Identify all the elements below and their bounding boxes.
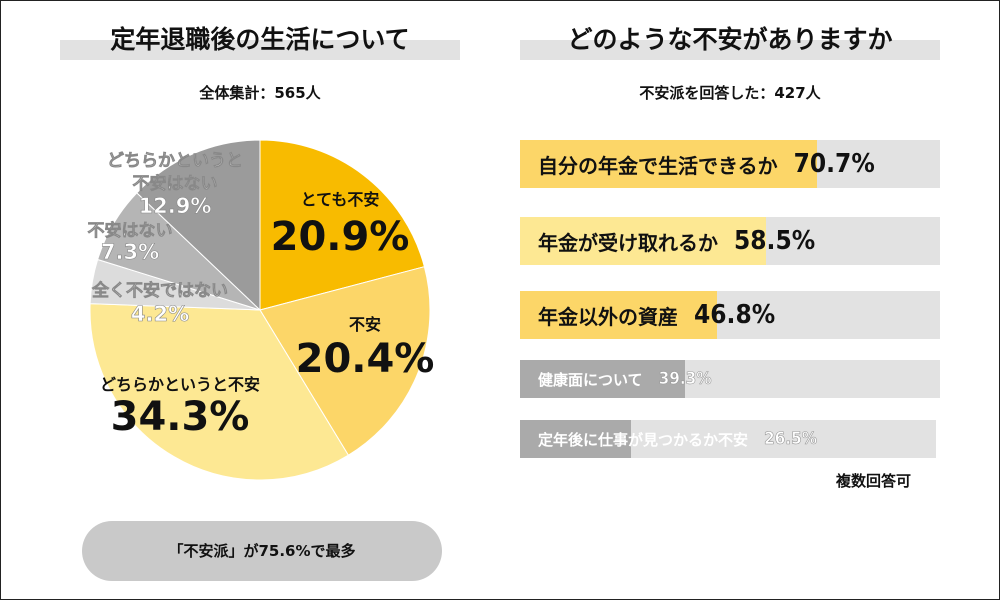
- bar-category: 年金以外の資産: [538, 304, 678, 329]
- pie-slice: [136, 139, 261, 312]
- pie-label: 不安はない: [88, 220, 173, 241]
- bar-fill: [520, 217, 766, 265]
- bar-value: 58.5%: [734, 226, 816, 256]
- bar-fill: [520, 140, 817, 188]
- multiple-answers-note: 複数回答可: [836, 472, 912, 490]
- bar-category: 年金が受け取れるか: [538, 230, 718, 255]
- bar-track: 定年後に仕事が見つかるか不安 26.5%: [520, 420, 936, 458]
- pie-value-label: 4.2%: [131, 302, 189, 326]
- bar-fill: [520, 360, 686, 398]
- bar-category: 定年後に仕事が見つかるか不安: [538, 430, 749, 449]
- bar-category: 健康面について: [538, 370, 643, 389]
- bar-track: 自分の年金で生活できるか 70.7%: [520, 140, 940, 188]
- right-title: どのような不安がありますか: [520, 22, 940, 62]
- pie-value-label: 20.4%: [296, 336, 435, 382]
- pie-slice: [259, 266, 431, 456]
- bar-label: 年金が受け取れるか 58.5%: [538, 217, 815, 265]
- pie-value-label: 7.3%: [101, 240, 159, 264]
- pie-slice: [89, 303, 350, 481]
- pie-slice: [259, 139, 426, 311]
- bar-label: 自分の年金で生活できるか 70.7%: [538, 140, 875, 188]
- bar-track: 年金が受け取れるか 58.5%: [520, 217, 940, 265]
- bar-track: 年金以外の資産 46.8%: [520, 291, 940, 339]
- pie-value-label: 20.9%: [271, 214, 410, 260]
- bar-label: 定年後に仕事が見つかるか不安 26.5%: [538, 420, 817, 458]
- bar-fill: [520, 420, 632, 458]
- pie-label: 不安: [349, 315, 381, 334]
- pie-label: どちらかというと: [107, 151, 243, 171]
- bar-value: 26.5%: [764, 429, 818, 450]
- pie-label: 全く不安ではない: [91, 280, 228, 301]
- bar-value: 46.8%: [694, 300, 776, 330]
- pie-value-label: 34.3%: [111, 394, 250, 440]
- bar-value: 39.3%: [658, 369, 712, 390]
- pie-label: 不安はない: [133, 173, 218, 194]
- bar-category: 自分の年金で生活できるか: [538, 153, 778, 178]
- bar-value: 70.7%: [793, 149, 875, 179]
- left-subtitle: 全体集計：565人: [199, 84, 321, 102]
- summary-pill: 「不安派」が75.6%で最多: [82, 521, 442, 581]
- bar-label: 健康面について 39.3%: [538, 360, 712, 398]
- bar-fill: [520, 291, 717, 339]
- pie-label: どちらかというと不安: [100, 375, 260, 394]
- pie-label: とても不安: [301, 190, 380, 209]
- left-title: 定年退職後の生活について: [60, 22, 460, 62]
- pie-value-label: 12.9%: [139, 194, 212, 218]
- bar-track: 健康面について 39.3%: [520, 360, 940, 398]
- bar-label: 年金以外の資産 46.8%: [538, 291, 775, 339]
- right-subtitle: 不安派を回答した：427人: [639, 84, 821, 102]
